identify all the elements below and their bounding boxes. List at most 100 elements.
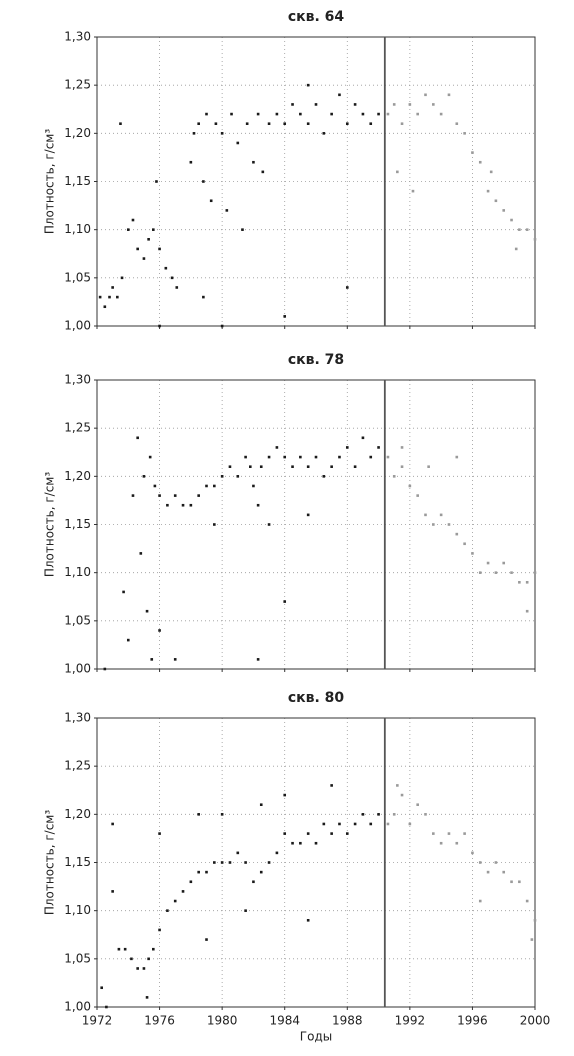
data-point	[197, 122, 200, 125]
data-point	[126, 228, 130, 231]
y-tick-label: 1,30	[64, 373, 91, 387]
data-point	[214, 122, 218, 125]
data-point	[455, 122, 459, 125]
data-point	[386, 112, 390, 116]
data-point	[338, 455, 341, 459]
data-point	[455, 532, 459, 536]
data-point	[494, 861, 498, 864]
data-point	[244, 861, 247, 864]
chart-title: скв. 78	[288, 352, 344, 368]
data-point	[220, 132, 224, 135]
data-point	[306, 832, 310, 835]
data-point	[400, 122, 404, 125]
data-point	[424, 93, 427, 97]
data-point	[252, 484, 255, 488]
data-point	[514, 247, 518, 251]
data-point	[259, 465, 263, 468]
data-point	[510, 571, 513, 574]
data-point	[392, 103, 396, 106]
data-point	[463, 832, 466, 835]
data-point	[220, 813, 224, 816]
y-tick-label: 1,15	[64, 174, 91, 188]
panel: скв. 64 1,00 1,05 1,10 1,15 1,20 1,25 1,30 Плотн…	[43, 9, 537, 333]
data-point	[152, 947, 155, 951]
data-point	[396, 784, 399, 787]
data-point	[486, 870, 490, 874]
data-point	[225, 209, 229, 212]
data-point	[147, 957, 150, 961]
data-point	[158, 832, 161, 835]
data-point	[510, 218, 513, 222]
data-point	[103, 305, 107, 309]
data-point	[267, 523, 271, 526]
plot-frame	[96, 36, 536, 327]
y-tick-label: 1,20	[64, 807, 91, 821]
data-point	[158, 494, 161, 497]
data-point	[518, 581, 521, 584]
data-point	[463, 132, 466, 135]
data-point	[424, 813, 427, 816]
data-point	[158, 629, 161, 632]
data-point	[447, 523, 451, 526]
data-point	[525, 609, 529, 613]
data-point	[267, 455, 271, 459]
data-point	[447, 93, 451, 97]
data-point	[299, 455, 302, 459]
data-point	[275, 446, 279, 449]
data-point	[525, 899, 529, 903]
data-point	[424, 513, 427, 517]
data-point	[209, 199, 213, 203]
plot-frame	[96, 717, 536, 1008]
data-point	[245, 122, 249, 125]
data-point	[411, 189, 415, 193]
data-point	[192, 132, 196, 135]
data-point	[170, 276, 174, 280]
data-point	[502, 561, 506, 565]
data-point	[173, 899, 177, 903]
data-point	[369, 455, 373, 459]
data-point	[108, 295, 111, 299]
y-axis-label: Плотность, г/см³	[43, 472, 57, 578]
data-point	[322, 822, 326, 826]
data-point	[330, 112, 333, 116]
data-point	[275, 112, 279, 116]
data-point	[299, 112, 302, 116]
data-point	[122, 590, 125, 594]
data-point	[471, 851, 474, 855]
data-point	[306, 465, 310, 468]
data-point	[283, 793, 287, 797]
data-point	[256, 658, 260, 661]
data-point	[291, 103, 294, 106]
data-point	[267, 861, 271, 864]
data-point	[158, 928, 161, 932]
data-point	[518, 880, 521, 884]
data-point	[98, 295, 102, 299]
data-point	[142, 475, 146, 478]
data-point	[432, 523, 435, 526]
data-point	[408, 484, 412, 488]
data-point	[432, 832, 435, 835]
data-point	[322, 132, 326, 135]
y-axis-label: Плотность, г/см³	[43, 129, 57, 235]
data-point	[361, 112, 365, 116]
data-point	[111, 890, 114, 893]
data-point	[306, 919, 310, 922]
data-point	[478, 861, 482, 864]
data-point	[416, 112, 419, 116]
data-point	[299, 841, 302, 845]
data-point	[291, 465, 294, 468]
data-point	[369, 822, 373, 826]
data-point	[241, 228, 244, 231]
data-point	[486, 561, 490, 565]
data-point	[361, 813, 365, 816]
data-point	[173, 658, 177, 661]
data-point	[111, 822, 114, 826]
chart-title: скв. 64	[288, 9, 345, 25]
y-tick-label: 1,00	[64, 662, 91, 676]
data-point	[478, 571, 482, 574]
data-point	[213, 484, 216, 488]
data-point	[197, 870, 200, 874]
data-point	[486, 189, 490, 193]
x-tick-label: 1984	[269, 1014, 300, 1028]
